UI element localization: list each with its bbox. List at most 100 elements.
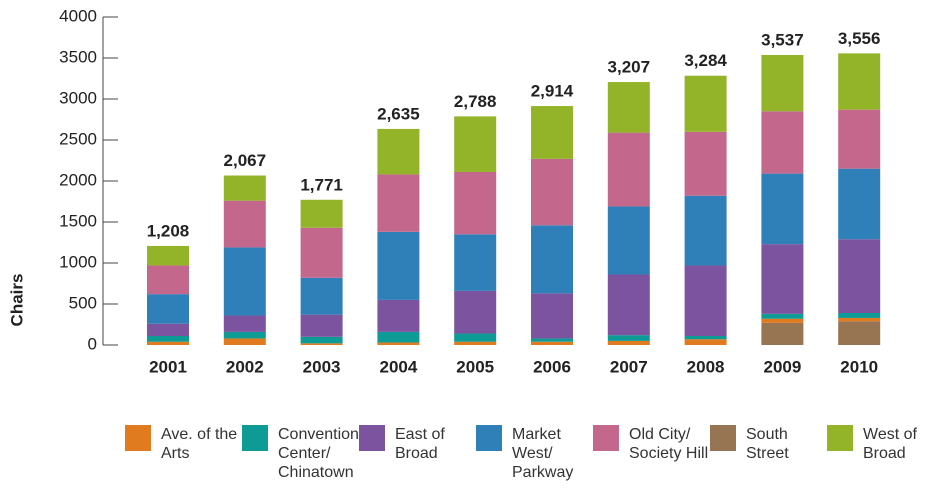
y-tick-label: 3500: [59, 47, 97, 66]
legend-swatch: [242, 425, 268, 451]
bar-segment: [838, 313, 881, 318]
total-label: 3,556: [838, 29, 881, 48]
bar-segment: [761, 54, 804, 112]
legend-item: Ave. of the Arts: [125, 425, 242, 482]
bar-segment: [377, 331, 420, 343]
legend-label: East of Broad: [395, 426, 445, 462]
legend-label: West of Broad: [863, 426, 917, 462]
total-label: 2,914: [531, 82, 574, 101]
bar-segment: [838, 53, 881, 110]
x-tick-label: 2009: [763, 357, 801, 376]
bar-segment: [838, 321, 881, 345]
y-tick-label: 500: [69, 293, 97, 312]
bar-segment: [454, 333, 497, 342]
bar-segment: [147, 341, 189, 345]
legend-swatch: [125, 425, 151, 451]
bar-segment: [531, 293, 573, 339]
total-label: 1,208: [147, 221, 190, 240]
legend-label: Convention Center/ Chinatown: [278, 426, 359, 481]
bar-segment: [838, 317, 881, 322]
y-tick-label: 0: [88, 334, 97, 353]
chart: Chairs 0 500 1000 1500 2000 2500 3000 3500 4000 2…: [7, 6, 881, 376]
bar-segment: [454, 341, 497, 345]
bar-segment: [147, 265, 189, 295]
legend-label: Old City/ Society Hill: [629, 426, 709, 462]
bar-segment: [300, 314, 343, 337]
bar-segment: [684, 195, 727, 266]
x-tick-label: 2002: [226, 357, 264, 376]
bar-segment: [147, 245, 189, 266]
total-label: 2,635: [377, 104, 420, 123]
bar-segment: [531, 338, 573, 342]
legend-item: West of Broad: [827, 425, 941, 482]
y-axis-label: Chairs: [7, 274, 26, 327]
legend-label: Ave. of the Arts: [161, 426, 238, 462]
bar-segment: [761, 322, 804, 345]
y-tick-label: 1000: [59, 252, 97, 271]
legend-label: Market West/ Parkway: [512, 426, 574, 481]
total-label: 3,207: [608, 58, 651, 77]
x-tick-label: 2004: [379, 357, 417, 376]
legend-swatch: [710, 425, 736, 451]
bar-segment: [300, 227, 343, 278]
legend-item: Convention Center/ Chinatown: [242, 425, 359, 482]
bar-segment: [531, 225, 573, 294]
bar-segment: [147, 335, 189, 342]
total-label: 3,537: [761, 30, 804, 49]
bar-segment: [531, 158, 573, 226]
bar-segment: [838, 239, 881, 314]
bar-segment: [761, 111, 804, 174]
x-tick-label: 2005: [456, 357, 494, 376]
legend-swatch: [476, 425, 502, 451]
bar-segment: [223, 331, 266, 339]
bar-segment: [761, 173, 804, 245]
bar-segment: [607, 274, 650, 336]
total-label: 2,788: [454, 92, 497, 111]
bar-segment: [531, 341, 573, 345]
bar-segment: [531, 106, 573, 159]
y-tick-label: 2000: [59, 170, 97, 189]
bar-segment: [300, 343, 343, 345]
bar-segment: [454, 171, 497, 235]
bar-segment: [454, 116, 497, 172]
legend-swatch: [359, 425, 385, 451]
bar-segment: [607, 206, 650, 275]
bar-segment: [377, 128, 420, 175]
bar-segment: [147, 294, 189, 324]
bar-segment: [607, 340, 650, 345]
bar-segment: [300, 336, 343, 344]
bar-segment: [607, 132, 650, 207]
bar-segment: [761, 244, 804, 314]
legend-item: Market West/ Parkway: [476, 425, 593, 482]
bar-segment: [223, 315, 266, 332]
bar-segment: [607, 335, 650, 341]
bar-segment: [761, 318, 804, 323]
total-label: 2,067: [224, 151, 267, 170]
x-tick-label: 2010: [840, 357, 878, 376]
bar-segment: [684, 131, 727, 196]
bar-segment: [607, 82, 650, 133]
bar-segment: [223, 247, 266, 316]
x-tick-label: 2007: [610, 357, 648, 376]
y-tick-label: 2500: [59, 129, 97, 148]
bar-segment: [838, 168, 881, 240]
total-label: 1,771: [300, 175, 343, 194]
bar-segment: [684, 265, 727, 336]
bar-segment: [223, 175, 266, 201]
bar-segment: [223, 338, 266, 345]
legend-swatch: [593, 425, 619, 451]
bar-segment: [377, 174, 420, 232]
legend: Ave. of the Arts Convention Center/ China…: [125, 425, 941, 482]
bar-segment: [761, 313, 804, 319]
legend-label: South Street: [746, 426, 789, 462]
x-tick-label: 2003: [303, 357, 341, 376]
legend-item: Old City/ Society Hill: [593, 425, 710, 482]
bar-segment: [454, 290, 497, 334]
x-tick-label: 2008: [687, 357, 725, 376]
y-tick-label: 1500: [59, 211, 97, 230]
bar-segment: [300, 277, 343, 315]
legend-item: East of Broad: [359, 425, 476, 482]
bar-segment: [684, 75, 727, 132]
legend-item: South Street: [710, 425, 827, 482]
